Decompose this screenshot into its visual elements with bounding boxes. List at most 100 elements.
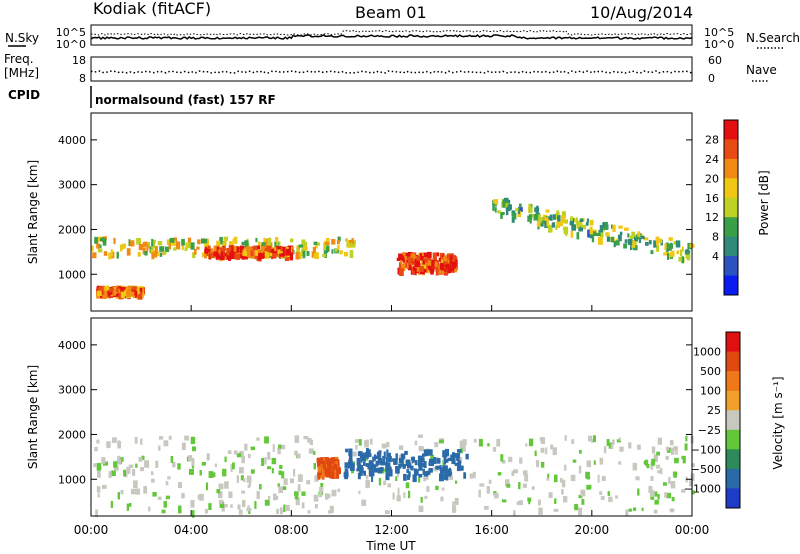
power-cell-147 [337, 244, 340, 251]
power-cell-682 [429, 267, 435, 272]
power-cell-890 [527, 215, 530, 222]
velocity-cell-109 [518, 482, 521, 490]
velocity-cell-717 [326, 458, 331, 464]
power-cell-166 [190, 242, 195, 250]
velocity-cell-502 [418, 463, 423, 471]
power-cell-750 [560, 221, 564, 227]
power-cell-778 [579, 220, 583, 227]
velocity-cell-213 [155, 460, 159, 468]
velocity-cell-527 [368, 460, 374, 465]
power-cell-887 [637, 231, 641, 237]
power-cell-106 [138, 244, 144, 251]
power-cell-895 [556, 210, 560, 214]
power-cell-897 [528, 214, 533, 220]
velocity-cell-29 [463, 445, 466, 452]
power-cell-791 [681, 246, 684, 252]
power-cell-861 [494, 207, 497, 213]
power-cell-704 [414, 267, 420, 272]
velocity-cell-243 [133, 480, 138, 489]
velocity-cell-77 [455, 480, 458, 484]
velocity-cell-308 [297, 484, 301, 492]
power-cell-99 [298, 244, 304, 248]
power-cell-105 [97, 248, 103, 253]
velocity-cell-136 [218, 491, 223, 499]
velocity-cell-37 [611, 439, 615, 445]
power-cell-679 [415, 255, 421, 260]
power-cell-766 [502, 200, 506, 208]
velocity-cell-145 [618, 437, 621, 442]
power-cell-820 [557, 215, 561, 222]
power-colorbar-segment-7 [724, 256, 738, 276]
noise-tick-right-top: 10^5 [704, 26, 734, 39]
power-cell-813 [675, 240, 681, 248]
power-cell-153 [181, 239, 185, 246]
power-cell-355 [234, 253, 237, 260]
power-cell-702 [449, 259, 454, 265]
velocity-cell-397 [685, 435, 688, 442]
power-cell-614 [441, 266, 444, 275]
velocity-cell-422 [372, 456, 375, 462]
power-cell-20 [241, 241, 247, 246]
power-cell-54 [255, 237, 258, 243]
velocity-cell-334 [361, 499, 367, 506]
power-cell-726 [585, 221, 589, 226]
velocity-cell-389 [484, 505, 489, 510]
velocity-cell-182 [306, 480, 311, 485]
velocity-cell-112 [563, 496, 568, 503]
velocity-cell-8 [501, 460, 506, 464]
velocity-cell-149 [486, 486, 490, 494]
power-cell-787 [533, 214, 539, 221]
velocity-cell-6 [239, 450, 244, 457]
power-cell-649 [448, 257, 451, 265]
power-cell-579 [419, 252, 425, 261]
velocity-cell-337 [673, 446, 678, 451]
velocity-cell-385 [574, 503, 579, 511]
power-cell-71 [317, 242, 320, 246]
power-cell-84 [290, 238, 294, 243]
velocity-cell-401 [414, 440, 418, 446]
power-cell-253 [250, 250, 254, 257]
power-cell-158 [314, 245, 318, 249]
velocity-cell-242 [297, 474, 303, 482]
power-colorbar-segment-6 [724, 236, 738, 257]
velocity-cell-304 [528, 438, 534, 447]
velocity-cell-192 [469, 473, 474, 479]
velocity-cell-506 [440, 467, 444, 475]
power-cell-108 [298, 251, 302, 260]
velocity-cell-147 [113, 465, 119, 471]
velocity-cell-43 [650, 476, 654, 481]
velocity-cell-497 [370, 462, 374, 469]
velocity-cell-469 [366, 448, 369, 455]
power-cell-854 [544, 220, 549, 228]
power-cell-734 [656, 245, 659, 252]
velocity-cell-134 [553, 508, 559, 512]
velocity-cell-32 [267, 452, 271, 460]
power-cell-161 [326, 245, 330, 252]
power-cell-5 [187, 237, 192, 243]
velocity-cell-716 [322, 460, 326, 467]
power-cell-851 [541, 220, 545, 224]
velocity-cell-305 [111, 437, 117, 443]
velocity-cell-348 [494, 493, 499, 499]
power-cell-28 [184, 247, 188, 251]
velocity-cell-259 [570, 474, 576, 482]
velocity-cell-67 [665, 446, 669, 451]
cpid-panel: CPID normalsound (fast) 157 RF [8, 86, 276, 108]
power-colorbar-tick-5: 8 [712, 231, 719, 244]
velocity-cell-335 [126, 466, 131, 474]
velocity-cell-156 [656, 464, 661, 469]
velocity-colorbar-segment-2 [726, 371, 740, 392]
power-cell-850 [556, 221, 560, 228]
velocity-cell-392 [241, 490, 245, 494]
velocity-cell-195 [293, 469, 296, 477]
power-cell-91 [169, 238, 175, 243]
velocity-cell-239 [277, 448, 281, 455]
power-cell-833 [599, 225, 604, 230]
power-cell-244 [279, 245, 283, 254]
power-cell-575 [402, 252, 407, 261]
velocity-cell-148 [548, 492, 553, 499]
velocity-cell-221 [236, 453, 242, 458]
velocity-cell-735 [325, 457, 328, 461]
power-cell-678 [445, 265, 448, 270]
power-cell-173 [295, 251, 300, 260]
